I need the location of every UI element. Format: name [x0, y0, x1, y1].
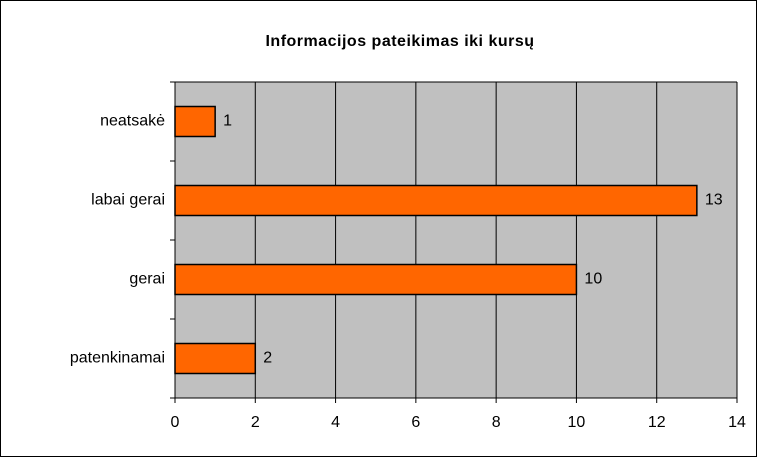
data-label: 2 [263, 350, 272, 367]
y-tick-label: labai gerai [91, 192, 165, 209]
y-tick-label: patenkinamai [70, 350, 165, 367]
x-tick-label: 14 [728, 414, 746, 431]
data-label: 10 [584, 271, 602, 288]
y-tick-label: gerai [129, 271, 165, 288]
bar [174, 342, 257, 375]
x-tick-label: 0 [171, 414, 180, 431]
x-tick-label: 10 [568, 414, 586, 431]
x-tick-label: 4 [331, 414, 340, 431]
x-tick-label: 2 [251, 414, 260, 431]
x-tick-label: 8 [492, 414, 501, 431]
y-tick-label: neatsakė [100, 113, 165, 130]
bar [174, 263, 578, 296]
plot-area [175, 82, 737, 398]
data-label: 1 [223, 113, 232, 130]
x-tick-label: 12 [648, 414, 666, 431]
chart-title: Informacijos pateikimas iki kursų [265, 33, 534, 50]
bar [174, 105, 216, 138]
x-tick-label: 6 [411, 414, 420, 431]
bar [174, 184, 698, 217]
data-label: 13 [705, 192, 723, 209]
